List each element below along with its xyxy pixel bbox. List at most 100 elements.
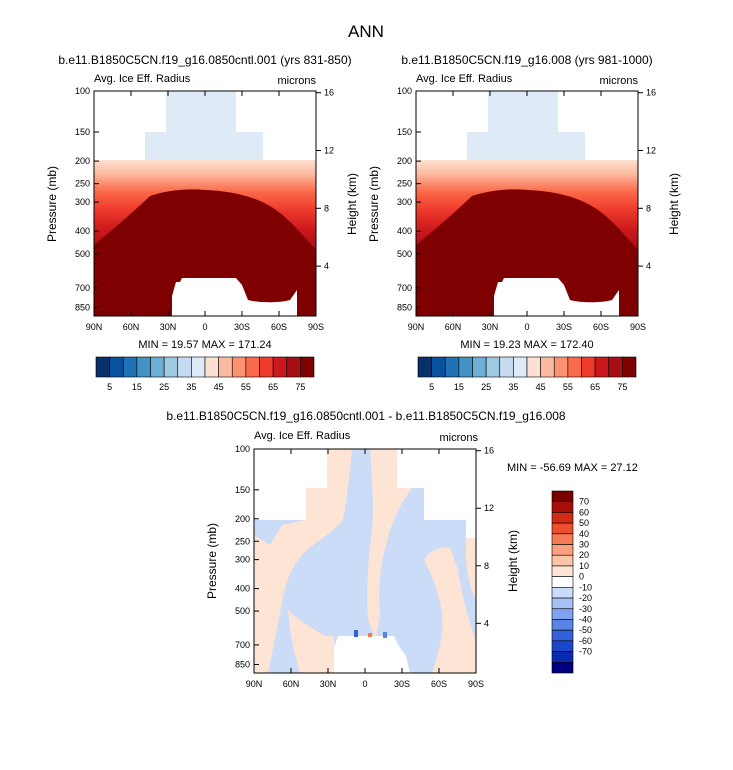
panel-1-ytick-label: 400: [75, 226, 90, 236]
panel-3-warm-patch-b: [367, 449, 412, 640]
panel-2-xtick-label: 90N: [408, 322, 425, 332]
panel-3-missing-corner-tr: [397, 449, 476, 538]
panel-3-colorbar-label: -40: [579, 614, 592, 624]
panel-1-axes: 90N 60N 30N 0 30S 60S 90S 100 150 200 250 300 400 500…: [75, 86, 334, 332]
panel-2-stats: MIN = 19.23 MAX = 172.40: [460, 339, 593, 351]
panel-2-ylabel-right: Height (km): [667, 173, 681, 235]
panel-3-colorbar-label: 70: [579, 497, 589, 507]
panel-2-colorbar-box: [526, 356, 541, 378]
panel-1-colorbar-label: 15: [132, 382, 142, 392]
panel-2-ytick-label: 700: [397, 283, 412, 293]
panel-2-xtick-label: 60S: [593, 322, 609, 332]
panel-1-colorbar-label: 5: [107, 382, 112, 392]
panel-1-colorbar-label: 75: [295, 382, 305, 392]
panel-1-missing-bottom: [172, 282, 248, 316]
panel-1-xtick-label: 60N: [123, 322, 140, 332]
panel-2-ytick-label: 500: [397, 249, 412, 259]
panel-2-colorbar-box: [608, 356, 623, 378]
panel-3-ytick-label: 200: [235, 514, 250, 524]
panel-3-units-label: microns: [439, 432, 478, 444]
panel-1-units-label: microns: [277, 75, 316, 87]
panel-2-dark-core: [416, 189, 638, 316]
panel-1: b.e11.B1850C5CN.f19_g16.0850cntl.001 (yr…: [45, 53, 359, 392]
panel-3-ytick-label: 500: [235, 606, 250, 616]
panel-1-colorbar-box: [177, 356, 192, 378]
panel-1-ytick-label: 700: [75, 283, 90, 293]
panel-3-warm-patch-d: [466, 538, 476, 600]
panel-1-dark-core: [94, 189, 316, 316]
panel-3-ytick-right-label: 4: [484, 618, 489, 628]
panel-2-colorbar-box: [458, 356, 473, 378]
panel-2-colorbar-box: [485, 356, 501, 378]
panel-3-colorbar-box: [551, 608, 574, 620]
panel-1-colorbar-box: [300, 356, 315, 378]
panel-1-xtick-label: 90N: [86, 322, 103, 332]
panel-2-ytick-label: 850: [397, 302, 412, 312]
panel-3-missing-corner-tl: [254, 449, 327, 520]
panel-2-colorbar-box: [444, 356, 460, 378]
panel-2-ytick-label: 250: [397, 179, 412, 189]
panel-1-colorbar-box: [150, 356, 165, 378]
panel-2-variable-label: Avg. Ice Eff. Radius: [416, 73, 513, 85]
panel-1-ytick-label: 200: [75, 156, 90, 166]
panel-3-colorbar-label: 50: [579, 518, 589, 528]
panel-1-ytick-label: 850: [75, 302, 90, 312]
panel-3-xtick-label: 30S: [394, 679, 410, 689]
panel-2-colorbar-label: 15: [454, 382, 464, 392]
panel-2-colorbar-label: 75: [617, 382, 627, 392]
panel-1-variable-label: Avg. Ice Eff. Radius: [94, 73, 191, 85]
panel-3-colorbar-label: -60: [579, 636, 592, 646]
panel-2-missing-bottom: [494, 282, 570, 316]
panel-2: b.e11.B1850C5CN.f19_g16.008 (yrs 981-100…: [367, 53, 681, 392]
panel-3-xtick-label: 90N: [246, 679, 263, 689]
panel-3-warm-patch-c: [424, 547, 476, 673]
panel-1-colorbar-box: [122, 356, 138, 378]
panel-3-colorbar-label: 60: [579, 507, 589, 517]
panel-2-xtick-label: 0: [524, 322, 529, 332]
panel-3-colorbar-box: [551, 651, 574, 663]
panel-3-colorbar-label: 40: [579, 529, 589, 539]
panel-3-ytick-label: 100: [235, 444, 250, 454]
panel-3-colorbar-label: 10: [579, 561, 589, 571]
panel-3-colorbar-box: [551, 661, 574, 674]
panel-3-ytick-label: 400: [235, 584, 250, 594]
panel-1-field: [94, 91, 316, 316]
panel-1-colorbar-box: [245, 356, 260, 378]
panel-3-warm-patch-a: [254, 449, 352, 673]
panel-2-xtick-label: 90S: [630, 322, 646, 332]
panel-2-colorbar-box: [581, 356, 596, 378]
panel-2-ytick-right-label: 16: [646, 88, 656, 98]
panel-1-upper-pale: [145, 91, 263, 160]
panel-3-colorbar-box: [551, 619, 574, 631]
panel-2-colorbar-box: [499, 356, 514, 378]
panel-3-colorbar-box: [551, 597, 574, 610]
panel-1-ytick-right-label: 16: [324, 88, 334, 98]
panel-3-colorbar-box: [551, 565, 574, 577]
panel-3-colorbar-box: [551, 587, 574, 599]
panel-2-colorbar-label: 35: [508, 382, 518, 392]
panel-1-ytick-right-label: 4: [324, 261, 329, 271]
panel-2-colorbar-box: [622, 356, 637, 378]
panel-3-ytick-label: 150: [235, 485, 250, 495]
panel-2-colorbar-box: [594, 356, 610, 378]
panel-1-xtick-label: 90S: [308, 322, 324, 332]
panel-3-colorbar-box: [551, 576, 574, 588]
panel-3-stats: MIN = -56.69 MAX = 27.12: [507, 462, 638, 474]
panel-2-colorbar-label: 5: [429, 382, 434, 392]
panel-1-ytick-label: 100: [75, 86, 90, 96]
panel-3-colorbar-box: [551, 501, 574, 513]
panel-1-ytick-right-label: 12: [324, 146, 334, 156]
panel-1-colorbar-box: [231, 356, 247, 378]
panel-2-colorbar-box: [567, 356, 582, 378]
figure-title: ANN: [348, 22, 384, 41]
panel-1-colorbar-label: 45: [214, 382, 224, 392]
panel-3-ytick-label: 700: [235, 640, 250, 650]
panel-3-colorbar-box: [551, 490, 574, 503]
panel-2-colorbar-box: [417, 356, 432, 378]
panel-2-colorbar-box: [431, 356, 446, 378]
panel-2-colorbar-label: 55: [563, 382, 573, 392]
panel-1-stats: MIN = 19.57 MAX = 171.24: [138, 339, 271, 351]
panel-1-colorbar-box: [191, 356, 206, 378]
panel-2-colorbar-label: 65: [590, 382, 600, 392]
